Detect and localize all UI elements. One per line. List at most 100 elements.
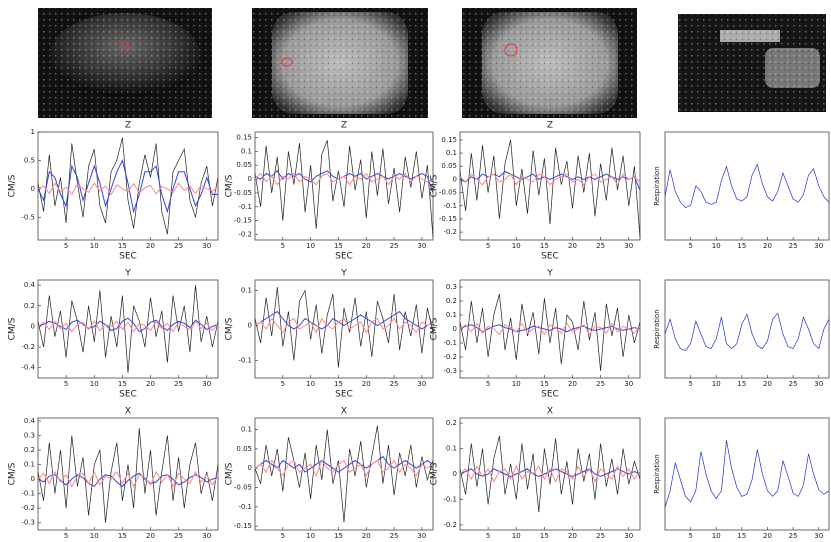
panel-title: Y [340,269,347,279]
x-tick-label: 20 [362,532,371,540]
panel: Respiration 5 10 15 20 25 30 [653,131,830,250]
x-tick-label: 20 [763,380,772,388]
x-tick-label: 15 [118,380,127,388]
series-line [254,455,434,473]
y-tick-label: -0.3 [21,519,35,527]
y-tick-label: 0.2 [24,302,35,310]
y-tick-label: 0 [31,185,35,193]
panel: Y SEC CM/S 5 10 15 20 25 30 -0.4 -0.2 0 0.2 0.4 [8,269,219,400]
panel: Y SEC CM/S 5 10 15 20 25 30 -0.3 -0.2 -0.1 0 0.1 0.2 0.… [430,269,641,400]
y-tick-label: 0 [453,175,457,183]
series-line [37,285,219,373]
y-tick-label: -0.15 [234,522,252,530]
x-tick-label: 10 [512,532,521,540]
x-tick-label: 15 [540,242,549,250]
x-tick-label: 5 [64,532,68,540]
panel: Z SEC CM/S 5 10 15 20 25 30 -0.2 -0.15 -0.1 -0.05 0 0.… [225,121,434,262]
series-line [459,465,641,483]
panel-title: Z [341,121,347,131]
x-tick-label: 10 [306,242,315,250]
x-tick-label: 15 [334,532,343,540]
x-tick-label: 10 [306,380,315,388]
x-tick-label: 25 [174,242,183,250]
y-axis-label: CM/S [225,462,235,485]
x-tick-label: 30 [624,242,633,250]
roi-3 [504,43,518,57]
x-tick-label: 5 [281,380,285,388]
y-tick-label: 0 [248,322,252,330]
x-tick-label: 30 [202,242,211,250]
x-tick-label: 25 [390,380,399,388]
y-tick-label: 0 [453,470,457,478]
y-tick-label: -0.1 [21,490,35,498]
x-tick-label: 20 [568,532,577,540]
panel: Respiration 5 10 15 20 25 30 [653,417,830,540]
x-tick-label: 25 [390,532,399,540]
panel: Respiration 5 10 15 20 25 30 [653,279,830,388]
y-tick-label: -0.1 [238,503,252,511]
x-tick-label: 20 [362,380,371,388]
series-line [254,425,434,523]
series-line [254,310,434,330]
y-tick-label: -0.1 [238,357,252,365]
y-axis-label: CM/S [8,462,18,485]
y-tick-label: 0.2 [446,297,457,305]
y-tick-label: -0.15 [234,217,252,225]
plot-frame [254,279,434,379]
y-axis-label: CM/S [225,174,235,197]
y-axis-label: Respiration [653,454,661,493]
x-tick-label: 15 [737,532,746,540]
x-tick-label: 20 [568,380,577,388]
x-tick-label: 20 [146,380,155,388]
y-tick-label: 0.3 [24,431,35,439]
x-tick-label: 15 [540,380,549,388]
y-tick-label: 0.05 [236,161,252,169]
series-line [37,317,219,333]
y-tick-label: 0.15 [441,136,457,144]
series-line [254,172,434,186]
x-tick-label: 5 [688,242,692,250]
panel: XSECCM/S51015202530-0.3-0.2-0.100.10.20.… [8,407,219,542]
panel-title: Z [125,121,131,131]
x-tick-label: 5 [486,532,490,540]
x-axis-label: SEC [335,390,353,400]
panel: Y SEC CM/S 5 10 15 20 25 30 -0.1 0 0.1 [225,269,434,400]
x-tick-label: 25 [789,380,798,388]
y-tick-label: 0.3 [446,283,457,291]
y-tick-label: -0.05 [234,189,252,197]
y-tick-label: 0.2 [24,446,35,454]
x-tick-label: 25 [596,380,605,388]
x-tick-label: 25 [596,242,605,250]
y-axis-label: CM/S [8,174,18,197]
series-line [664,163,830,209]
x-tick-label: 15 [118,242,127,250]
x-tick-label: 30 [417,242,426,250]
y-tick-label: -0.2 [238,230,252,238]
image-3-noise [462,8,637,118]
y-axis-label: CM/S [8,317,18,340]
x-tick-label: 25 [596,532,605,540]
y-tick-label: 0.05 [441,162,457,170]
x-tick-label: 5 [688,380,692,388]
x-tick-label: 10 [712,242,721,250]
y-tick-label: -0.2 [443,228,457,236]
y-tick-label: 0.1 [24,461,35,469]
plot-frame [664,131,830,241]
y-tick-label: -0.15 [439,215,457,223]
roi-1 [120,41,130,51]
plot-frame [459,417,641,531]
series-line [459,322,641,336]
x-tick-label: 10 [712,532,721,540]
x-tick-label: 20 [362,242,371,250]
y-tick-label: -0.1 [443,339,457,347]
x-tick-label: 15 [737,380,746,388]
y-tick-label: -0.1 [443,495,457,503]
series-line [254,459,434,478]
panel-title: X [341,407,347,417]
series-line [37,470,219,488]
y-tick-label: -0.3 [443,367,457,375]
series-line [254,317,434,334]
y-tick-label: 0.1 [446,149,457,157]
